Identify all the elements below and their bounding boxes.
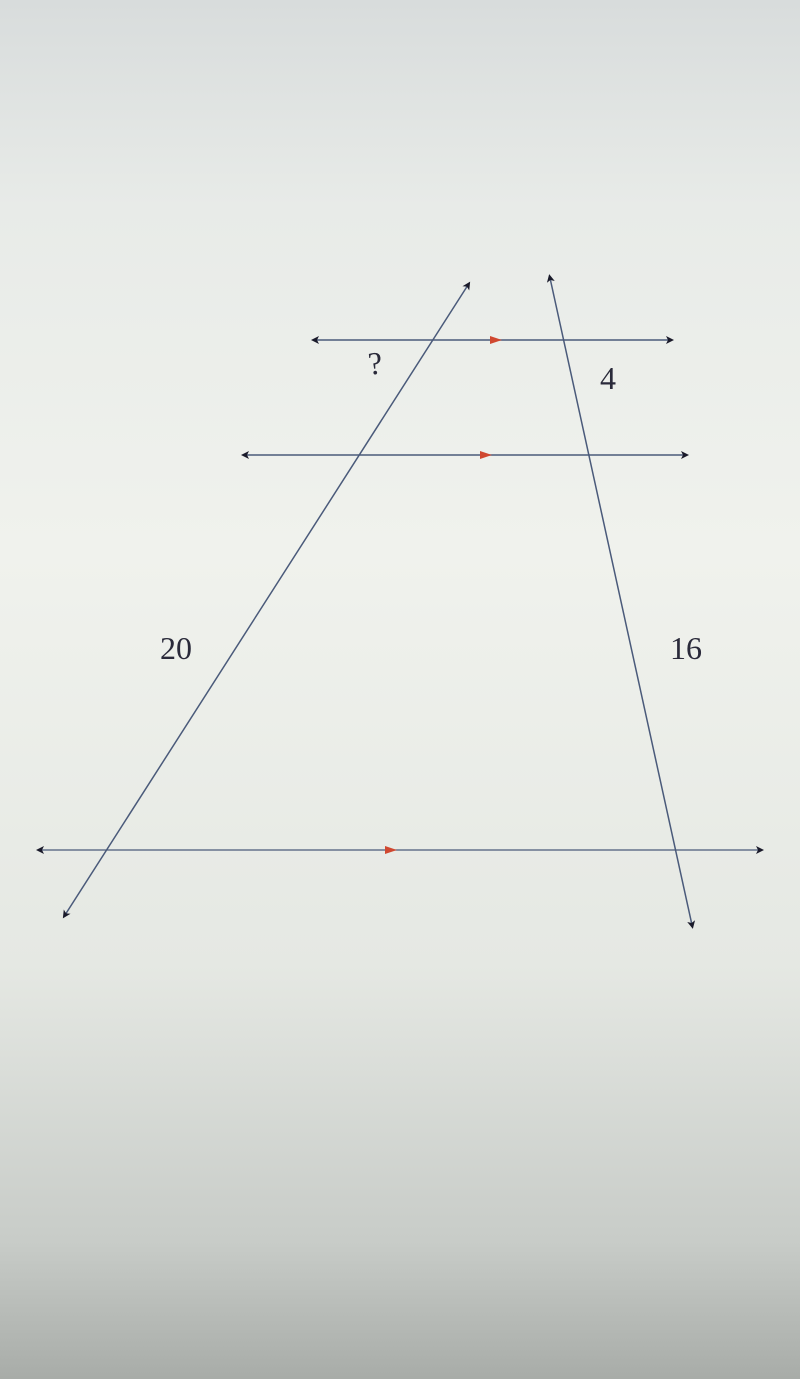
- geometry-diagram: ? 4 20 16: [30, 270, 770, 970]
- parallel-marker-top: [490, 336, 502, 344]
- transversal-right: [550, 278, 692, 925]
- parallel-marker-bottom: [385, 846, 397, 854]
- label-segment-4: 4: [600, 360, 616, 397]
- transversal-left: [65, 285, 468, 915]
- diagram-svg: [30, 270, 770, 970]
- parallel-marker-middle: [480, 451, 492, 459]
- label-segment-20: 20: [160, 630, 192, 667]
- label-segment-16: 16: [670, 630, 702, 667]
